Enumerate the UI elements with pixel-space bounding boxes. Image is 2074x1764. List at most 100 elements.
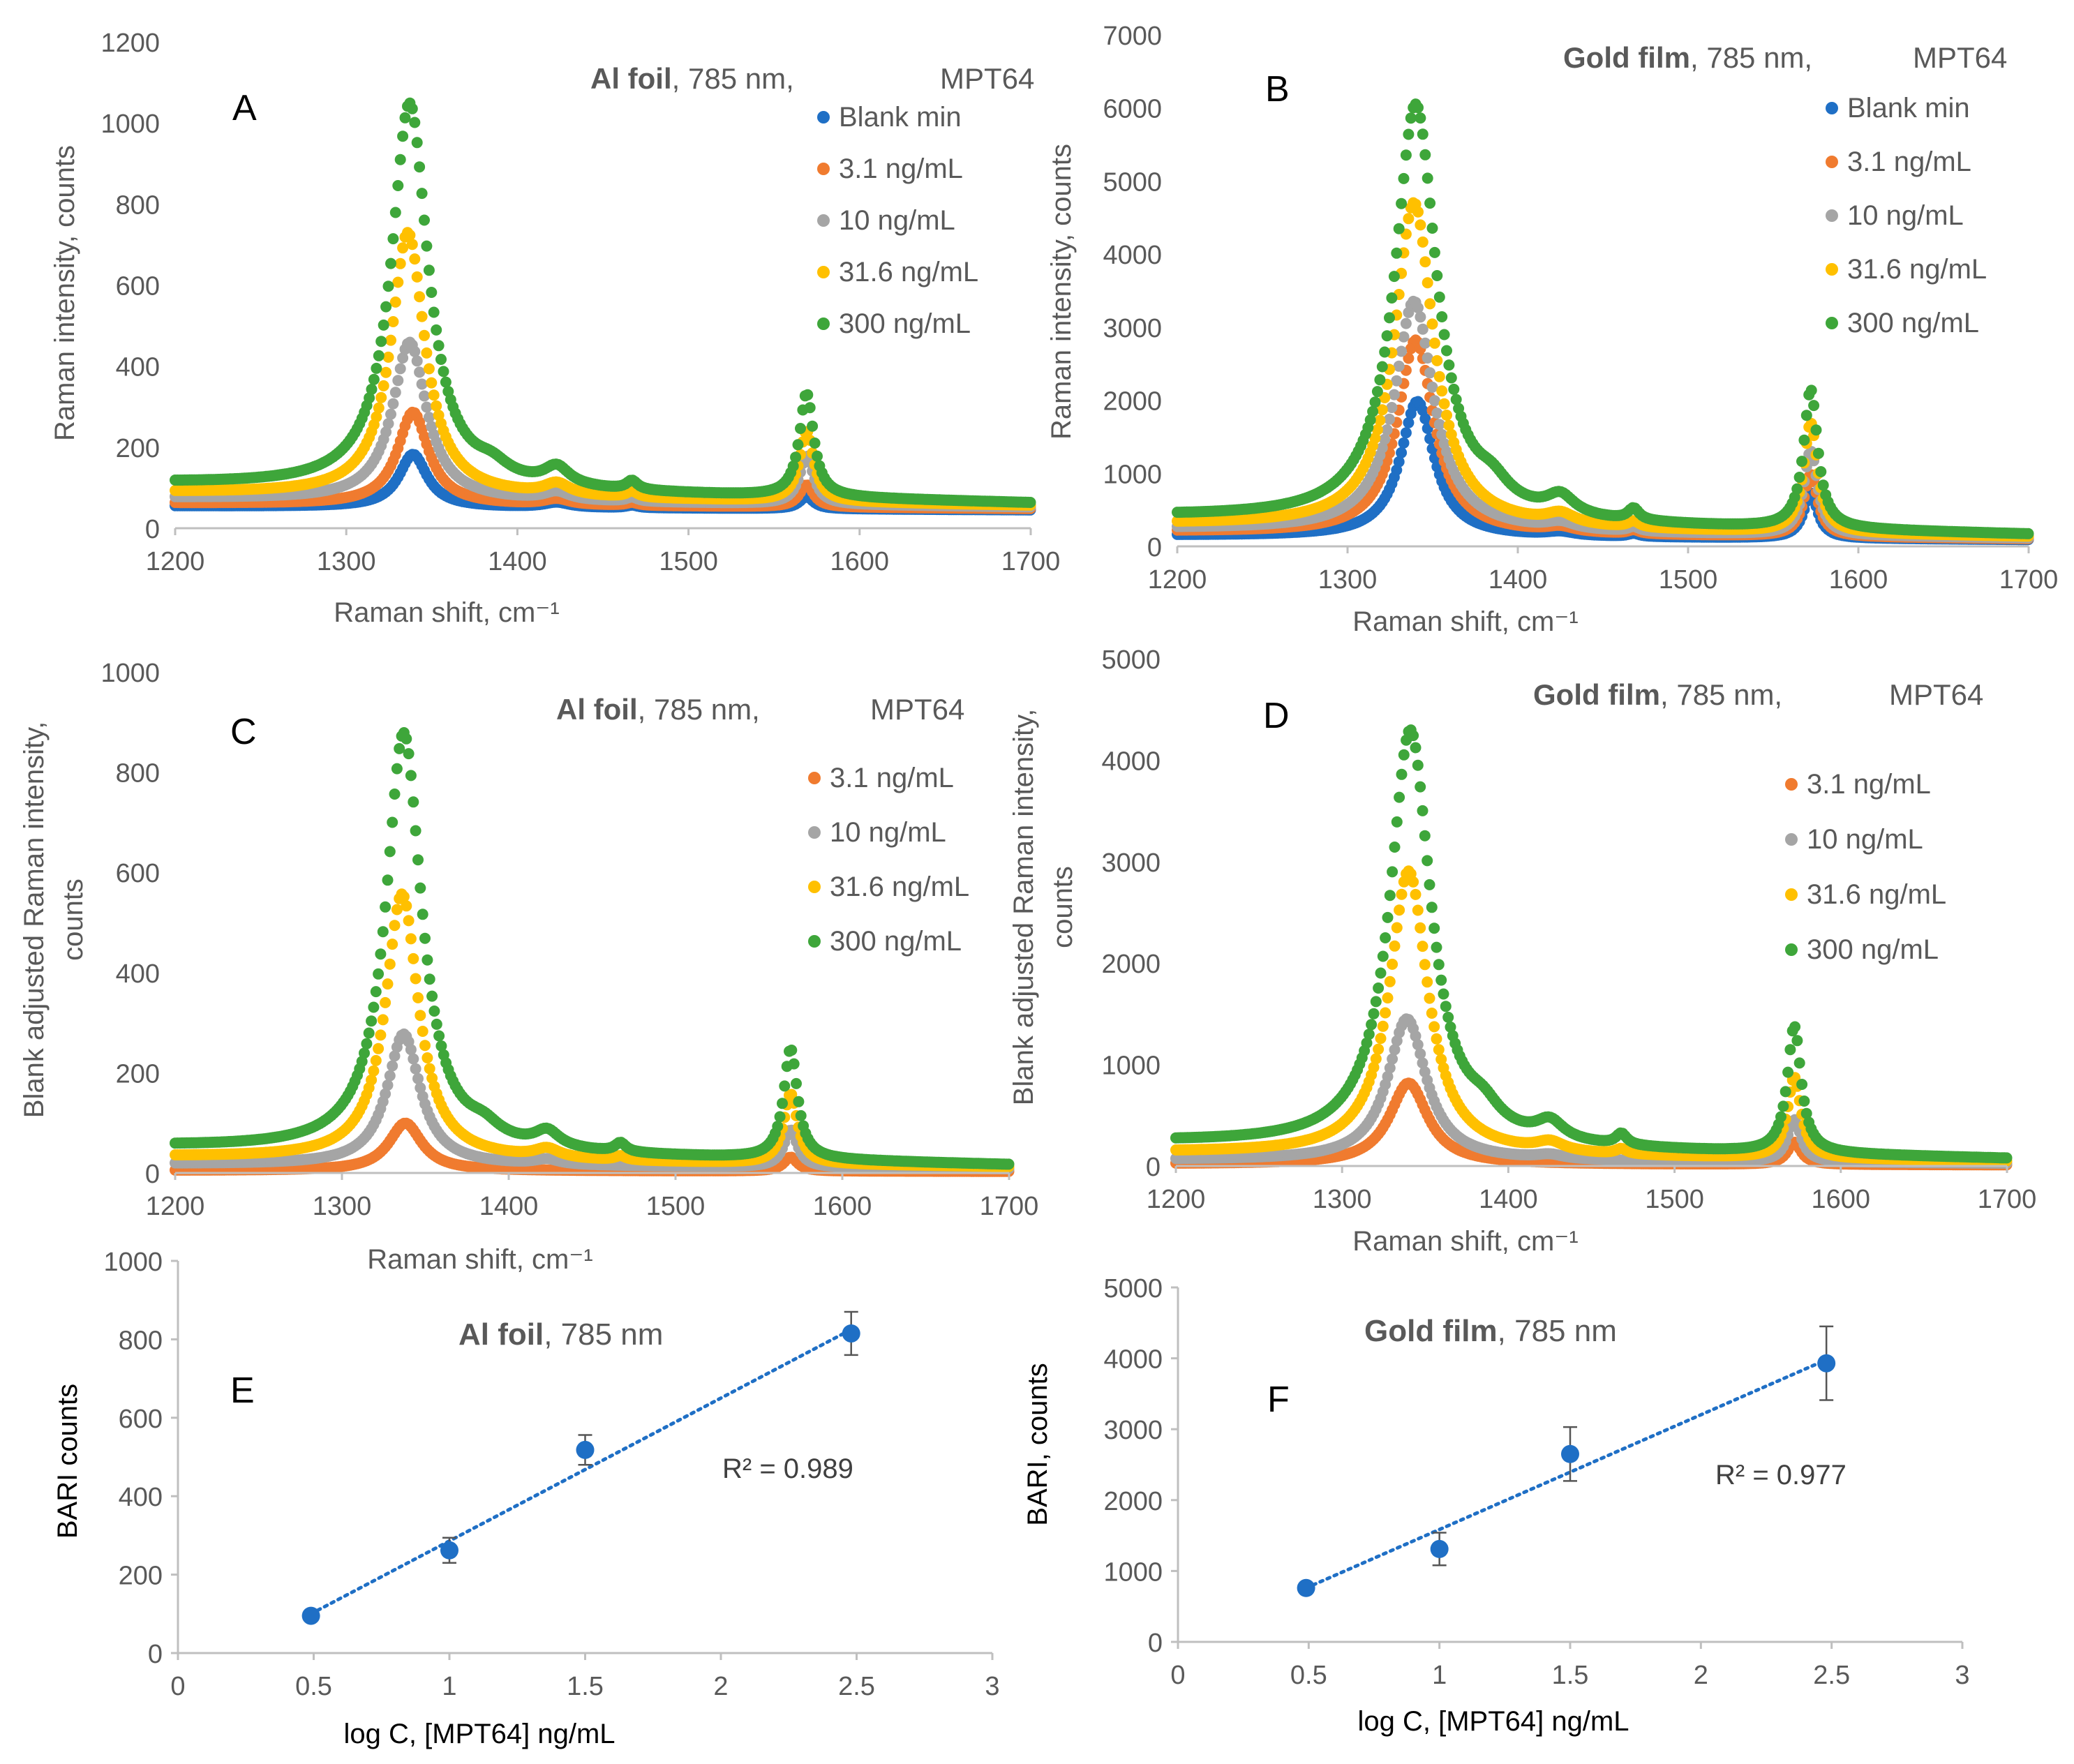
legend-label: 31.6 ng/mL: [1847, 254, 1987, 285]
data-point: [387, 233, 399, 245]
data-point: [368, 373, 380, 385]
data-point: [409, 345, 421, 357]
data-point: [405, 770, 417, 782]
data-point: [408, 1053, 419, 1065]
data-point: [1415, 311, 1426, 323]
panel-label: A: [232, 88, 257, 128]
x-tick-label: 1600: [1829, 565, 1888, 595]
data-point: [419, 390, 430, 402]
data-point: [1398, 437, 1410, 449]
x-tick-label: 1400: [488, 547, 547, 576]
data-point: [1396, 345, 1408, 357]
data-point: [1438, 398, 1450, 410]
data-point: [417, 909, 428, 920]
data-point: [361, 1038, 373, 1049]
data-point: [1431, 408, 1443, 419]
data-point: [1403, 213, 1415, 225]
x-axis-label: Raman shift, cm⁻¹: [1352, 606, 1578, 637]
data-point: [417, 1026, 428, 1037]
data-point: [1412, 206, 1424, 218]
data-point: [403, 748, 415, 760]
chart-title: Al foil, 785 nm,: [590, 62, 794, 95]
data-point: [389, 920, 401, 932]
data-point: [802, 389, 814, 401]
data-point: [1436, 385, 1448, 397]
legend-label: 300 ng/mL: [839, 308, 971, 339]
data-point: [421, 954, 433, 966]
data-point: [389, 207, 401, 218]
legend-label: 31.6 ng/mL: [839, 257, 978, 287]
data-point: [421, 1052, 433, 1063]
x-axis-label: Raman shift, cm⁻¹: [334, 597, 559, 628]
data-point: [1405, 112, 1417, 124]
data-point: [1371, 386, 1383, 398]
data-point: [1374, 374, 1386, 386]
data-point: [1400, 317, 1412, 329]
data-point: [401, 733, 412, 745]
data-point: [408, 952, 419, 964]
legend-marker: [817, 266, 830, 278]
data-point: [382, 418, 394, 430]
data-point: [405, 933, 417, 945]
data-point: [1417, 128, 1428, 140]
data-point: [1419, 149, 1431, 160]
x-tick-label: 1700: [1001, 547, 1061, 576]
data-point: [414, 366, 426, 378]
y-tick-label: 0: [1147, 533, 1162, 562]
legend-marker: [817, 163, 830, 175]
data-point: [1445, 372, 1457, 384]
data-point: [433, 340, 445, 352]
data-point: [1812, 447, 1824, 459]
data-point: [380, 901, 391, 913]
data-point: [1428, 337, 1440, 349]
data-point: [373, 968, 385, 980]
chart-title-target: MPT64: [1913, 41, 2007, 74]
data-point: [792, 439, 804, 451]
data-point: [412, 992, 424, 1003]
data-point: [795, 423, 806, 434]
data-point: [1793, 472, 1805, 483]
data-point: [1426, 381, 1438, 393]
data-point: [1417, 236, 1428, 248]
legend-label: 3.1 ng/mL: [1847, 147, 1971, 177]
legend-label: 10 ng/mL: [839, 205, 955, 236]
legend-label: 10 ng/mL: [1847, 200, 1964, 231]
data-point: [1422, 172, 1433, 184]
data-point: [392, 276, 404, 288]
data-point: [359, 1047, 370, 1059]
data-point: [384, 958, 396, 970]
data-point: [387, 316, 399, 327]
x-tick-label: 1700: [1999, 565, 2059, 595]
data-point: [1024, 497, 1036, 508]
data-point: [421, 401, 433, 413]
data-point: [1386, 292, 1398, 304]
data-point: [1415, 112, 1426, 124]
data-point: [414, 161, 426, 173]
legend-marker: [1826, 317, 1838, 329]
data-point: [411, 137, 423, 149]
data-point: [1438, 329, 1450, 341]
data-point: [368, 1001, 380, 1013]
data-point: [423, 412, 435, 424]
data-point: [1426, 318, 1438, 330]
data-point: [382, 978, 394, 990]
legend-label: Blank min: [839, 102, 962, 133]
y-tick-label: 1000: [100, 110, 160, 139]
y-tick-label: 1000: [1103, 460, 1162, 489]
data-point: [1805, 384, 1817, 396]
legend-marker: [1826, 263, 1838, 276]
data-point: [428, 1006, 440, 1017]
data-point: [423, 363, 435, 375]
data-point: [410, 973, 421, 985]
data-point: [1433, 371, 1445, 382]
data-point: [389, 387, 401, 398]
data-point: [409, 117, 421, 128]
legend-marker: [817, 111, 830, 124]
y-axis-label: Raman intensity, counts: [50, 145, 80, 441]
data-point: [419, 329, 430, 341]
data-point: [1391, 375, 1403, 387]
data-point: [389, 296, 401, 308]
